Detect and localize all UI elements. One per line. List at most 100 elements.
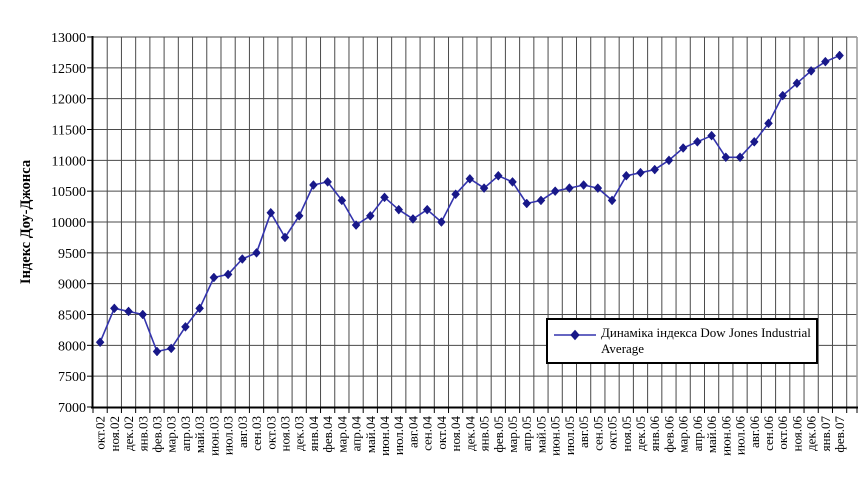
y-tick-label: 12000 xyxy=(51,93,86,108)
data-point-marker xyxy=(536,195,546,206)
x-tick-label: май.03 xyxy=(192,416,207,453)
data-point-marker xyxy=(437,217,446,227)
data-point-marker xyxy=(294,210,304,221)
series-line xyxy=(99,54,840,353)
y-axis-tick-labels: 13000 12500 12000 11500 11000 10500 10000 9500 9… xyxy=(51,31,86,416)
data-point-marker xyxy=(109,303,119,314)
x-tick-label: июн.04 xyxy=(377,416,392,456)
data-point-marker xyxy=(337,195,347,206)
x-tick-label: фев.06 xyxy=(661,416,676,453)
data-point-marker xyxy=(195,303,204,314)
y-tick-label: 13000 xyxy=(51,31,86,46)
y-axis-title: Індекс Доу-Джонса xyxy=(18,159,34,284)
x-tick-label: май.05 xyxy=(533,416,548,453)
data-point-marker xyxy=(166,343,176,354)
data-point-marker xyxy=(650,164,660,175)
x-tick-label: июн.06 xyxy=(718,416,733,456)
x-tick-label: авг.04 xyxy=(405,416,420,449)
data-point-marker xyxy=(252,247,261,258)
x-tick-label: авг.03 xyxy=(235,416,250,448)
x-tick-label: мар.04 xyxy=(334,416,349,453)
y-tick-label: 10500 xyxy=(51,185,86,200)
data-point-marker xyxy=(621,170,631,181)
x-tick-label: фев.04 xyxy=(320,416,335,453)
x-tick-label: апр.06 xyxy=(690,416,705,452)
x-tick-label: окт.05 xyxy=(605,416,620,450)
data-point-marker xyxy=(394,204,404,215)
data-point-marker xyxy=(280,232,290,243)
y-tick-label: 7500 xyxy=(58,370,86,385)
x-tick-label: июн.03 xyxy=(206,416,221,456)
x-tick-label: дек.02 xyxy=(121,416,136,451)
data-point-marker xyxy=(266,207,276,218)
data-point-marker xyxy=(479,183,489,193)
data-point-marker xyxy=(735,152,745,163)
data-point-marker xyxy=(778,90,788,101)
data-point-marker xyxy=(209,272,219,283)
x-tick-label: ноя.02 xyxy=(107,416,122,451)
y-tick-label: 11000 xyxy=(52,154,86,169)
data-point-marker xyxy=(821,56,830,67)
y-tick-label: 9000 xyxy=(58,278,86,293)
data-point-marker xyxy=(508,177,517,187)
data-point-marker xyxy=(565,183,574,193)
data-point-marker xyxy=(550,186,560,197)
data-point-marker xyxy=(152,346,162,357)
y-tick-label: 8500 xyxy=(58,309,86,324)
x-tick-label: сен.04 xyxy=(420,416,435,451)
x-tick-label: мар.03 xyxy=(164,416,179,453)
x-tick-label: янв.05 xyxy=(477,416,492,451)
y-tick-label: 7000 xyxy=(58,401,86,416)
x-tick-label: апр.03 xyxy=(178,416,193,451)
x-tick-label: мар.06 xyxy=(676,416,691,453)
x-tick-label: янв.07 xyxy=(818,416,833,452)
data-point-marker xyxy=(749,136,759,147)
data-point-marker xyxy=(365,210,375,221)
data-point-marker xyxy=(138,309,148,320)
data-point-marker xyxy=(95,337,105,348)
data-point-marker xyxy=(721,152,731,163)
x-tick-label: фев.07 xyxy=(832,416,847,453)
data-point-marker xyxy=(678,143,688,153)
x-tick-label: дек.06 xyxy=(804,416,819,451)
legend-series-marker-icon xyxy=(554,329,596,341)
data-point-marker xyxy=(693,136,702,147)
y-tick-label: 10000 xyxy=(51,216,86,231)
x-tick-label: фев.03 xyxy=(149,416,164,453)
data-point-marker xyxy=(380,192,389,203)
data-point-marker xyxy=(451,189,460,200)
data-point-marker xyxy=(309,180,318,190)
x-tick-label: мар.05 xyxy=(505,416,520,453)
data-point-marker xyxy=(422,204,432,215)
x-tick-label: ноя.03 xyxy=(277,416,292,451)
data-point-marker xyxy=(124,306,133,317)
axes xyxy=(87,36,858,413)
data-point-marker xyxy=(835,50,844,61)
x-tick-label: июл.05 xyxy=(562,416,577,455)
data-point-marker xyxy=(181,321,190,332)
data-point-marker xyxy=(579,180,588,190)
x-tick-label: дек.04 xyxy=(462,416,477,451)
x-tick-label: янв.04 xyxy=(306,416,321,452)
data-point-marker xyxy=(806,66,816,76)
x-tick-label: авг.05 xyxy=(576,416,591,448)
x-tick-label: июл.04 xyxy=(391,416,406,456)
x-tick-label: ноя.04 xyxy=(448,416,463,452)
legend-box: Динаміка індекса Dow Jones Industrial Av… xyxy=(546,318,818,364)
data-point-marker xyxy=(408,214,418,224)
x-tick-label: май.06 xyxy=(704,416,719,454)
data-point-marker xyxy=(465,173,475,184)
x-tick-label: янв.03 xyxy=(135,416,150,451)
y-tick-label: 9500 xyxy=(58,247,86,262)
x-tick-label: апр.05 xyxy=(519,416,534,451)
x-tick-label: июл.06 xyxy=(733,416,748,456)
x-tick-label: сен.03 xyxy=(249,416,264,451)
data-point-marker xyxy=(707,130,716,141)
data-point-marker xyxy=(792,78,802,89)
data-point-marker xyxy=(522,198,532,209)
y-tick-label: 11500 xyxy=(52,124,86,139)
legend-label: Динаміка індекса Dow Jones Industrial Av… xyxy=(601,325,811,356)
data-point-marker xyxy=(764,118,773,129)
